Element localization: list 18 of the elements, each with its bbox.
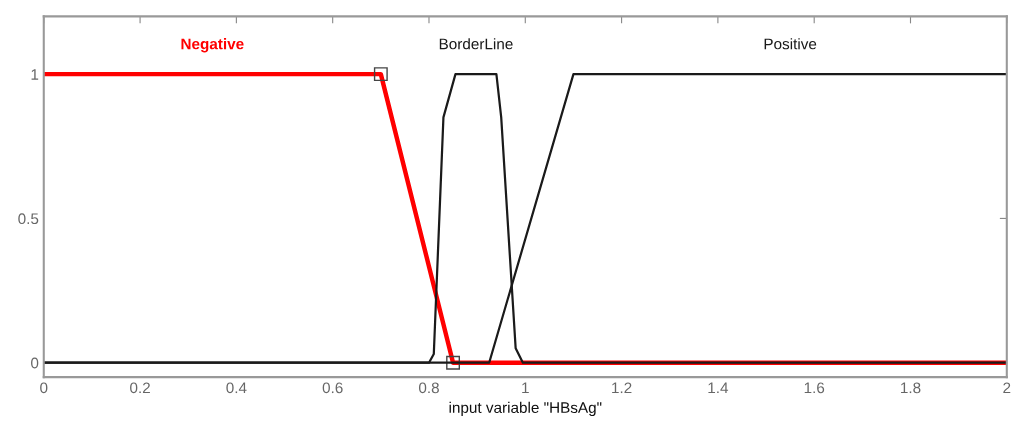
x-tick-label: 0	[40, 382, 48, 394]
series-label: BorderLine	[439, 38, 513, 50]
x-tick-label: 0.8	[418, 382, 439, 394]
x-tick-label: 1.6	[804, 382, 825, 394]
x-tick-label: 1.8	[901, 382, 921, 394]
x-axis-title: input variable "HBsAg"	[449, 401, 602, 417]
x-tick-label: 0.6	[322, 382, 343, 394]
y-tick-label: 0	[31, 357, 39, 369]
x-tick-label: 0.2	[130, 382, 150, 394]
y-tick-label: 0.5	[18, 213, 39, 225]
x-tick-label: 1.2	[612, 382, 632, 394]
y-tick-label: 1	[31, 69, 39, 80]
series-label: Negative	[181, 38, 244, 53]
x-tick-label: 2	[1003, 382, 1011, 394]
x-tick-label: 0.4	[226, 382, 247, 394]
x-tick-label: 1.4	[708, 382, 729, 394]
series-label: Positive	[764, 38, 817, 50]
x-tick-label: 1	[522, 382, 529, 394]
